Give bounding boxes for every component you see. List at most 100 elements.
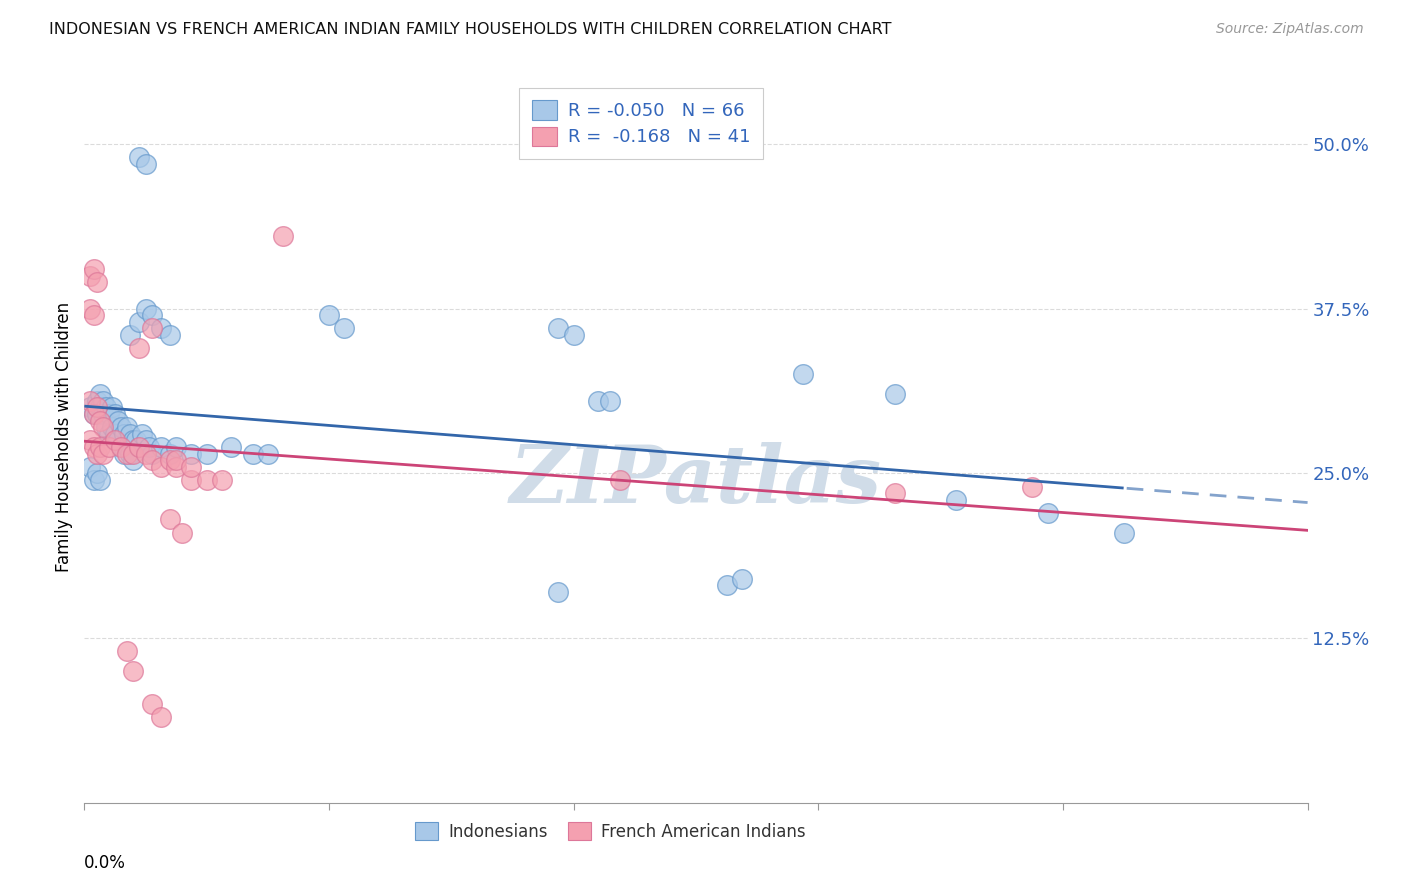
Point bbox=[271, 229, 294, 244]
Point bbox=[86, 275, 108, 289]
Point bbox=[89, 473, 111, 487]
Text: INDONESIAN VS FRENCH AMERICAN INDIAN FAMILY HOUSEHOLDS WITH CHILDREN CORRELATION: INDONESIAN VS FRENCH AMERICAN INDIAN FAM… bbox=[49, 22, 891, 37]
Point bbox=[180, 459, 202, 474]
Point bbox=[149, 440, 172, 454]
Point bbox=[125, 434, 148, 448]
Point bbox=[83, 308, 105, 322]
Point bbox=[97, 440, 120, 454]
Point bbox=[135, 434, 157, 448]
Point bbox=[883, 486, 905, 500]
Text: ZIPatlas: ZIPatlas bbox=[510, 442, 882, 520]
Point bbox=[135, 301, 157, 316]
Point bbox=[79, 301, 101, 316]
Point bbox=[104, 434, 127, 448]
Point bbox=[131, 426, 153, 441]
Point bbox=[165, 459, 187, 474]
Point bbox=[110, 420, 132, 434]
Point bbox=[195, 473, 218, 487]
Point bbox=[110, 440, 132, 454]
Point bbox=[83, 407, 105, 421]
Point bbox=[180, 473, 202, 487]
Point bbox=[89, 401, 111, 415]
Point bbox=[122, 664, 145, 678]
Point bbox=[112, 446, 135, 460]
Point bbox=[79, 434, 101, 448]
Point bbox=[1036, 506, 1059, 520]
Point bbox=[149, 321, 172, 335]
Point bbox=[101, 420, 124, 434]
Point bbox=[149, 710, 172, 724]
Point bbox=[120, 426, 142, 441]
Point bbox=[89, 387, 111, 401]
Point bbox=[172, 525, 194, 540]
Point bbox=[333, 321, 356, 335]
Point bbox=[89, 440, 111, 454]
Point bbox=[86, 393, 108, 408]
Y-axis label: Family Households with Children: Family Households with Children bbox=[55, 302, 73, 572]
Point bbox=[792, 368, 814, 382]
Point bbox=[91, 393, 114, 408]
Point bbox=[89, 414, 111, 428]
Point bbox=[79, 393, 101, 408]
Point bbox=[83, 440, 105, 454]
Legend: Indonesians, French American Indians: Indonesians, French American Indians bbox=[406, 814, 814, 849]
Point bbox=[141, 446, 163, 460]
Point bbox=[1021, 479, 1043, 493]
Point bbox=[1114, 525, 1136, 540]
Point bbox=[165, 453, 187, 467]
Point bbox=[83, 473, 105, 487]
Point bbox=[180, 446, 202, 460]
Point bbox=[115, 446, 138, 460]
Point bbox=[128, 150, 150, 164]
Point bbox=[159, 327, 181, 342]
Point bbox=[115, 440, 138, 454]
Point bbox=[104, 407, 127, 421]
Point bbox=[242, 446, 264, 460]
Point bbox=[79, 459, 101, 474]
Point bbox=[138, 440, 160, 454]
Point bbox=[159, 446, 181, 460]
Point bbox=[141, 308, 163, 322]
Point bbox=[97, 426, 120, 441]
Point bbox=[128, 341, 150, 355]
Point bbox=[128, 315, 150, 329]
Point bbox=[122, 434, 145, 448]
Point bbox=[318, 308, 340, 322]
Point bbox=[135, 156, 157, 170]
Point bbox=[165, 440, 187, 454]
Point bbox=[141, 321, 163, 335]
Point bbox=[86, 467, 108, 481]
Point bbox=[122, 446, 145, 460]
Point bbox=[149, 459, 172, 474]
Point bbox=[159, 453, 181, 467]
Point bbox=[86, 401, 108, 415]
Point bbox=[120, 446, 142, 460]
Point bbox=[945, 492, 967, 507]
Point bbox=[609, 473, 631, 487]
Point bbox=[122, 453, 145, 467]
Point bbox=[562, 327, 585, 342]
Text: Source: ZipAtlas.com: Source: ZipAtlas.com bbox=[1216, 22, 1364, 37]
Point bbox=[115, 644, 138, 658]
Point bbox=[104, 426, 127, 441]
Point bbox=[115, 420, 138, 434]
Point bbox=[91, 407, 114, 421]
Point bbox=[128, 440, 150, 454]
Point bbox=[97, 407, 120, 421]
Point bbox=[257, 446, 280, 460]
Point bbox=[211, 473, 233, 487]
Point bbox=[91, 446, 114, 460]
Point bbox=[135, 446, 157, 460]
Point bbox=[128, 440, 150, 454]
Point bbox=[716, 578, 738, 592]
Point bbox=[79, 401, 101, 415]
Point bbox=[107, 434, 129, 448]
Point bbox=[731, 572, 754, 586]
Point bbox=[141, 453, 163, 467]
Point bbox=[83, 407, 105, 421]
Point bbox=[79, 268, 101, 283]
Point bbox=[547, 585, 569, 599]
Point bbox=[547, 321, 569, 335]
Point bbox=[599, 393, 621, 408]
Point bbox=[94, 401, 117, 415]
